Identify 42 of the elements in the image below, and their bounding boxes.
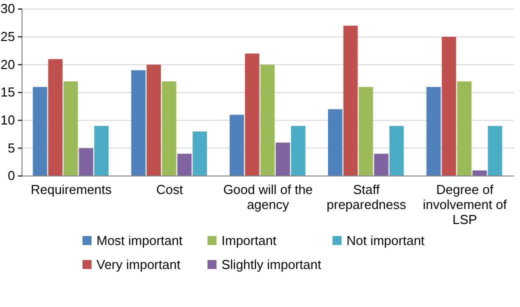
bar [328,109,342,176]
bar [192,131,207,176]
y-tick-label: 15 [0,84,15,100]
bar [276,142,290,176]
legend-label: Not important [346,233,425,248]
bar [472,170,487,176]
bar [358,86,374,176]
bar [177,154,192,176]
bar [488,126,502,176]
bar [64,81,78,176]
legend-label: Very important [96,257,181,272]
bar [374,154,388,176]
bar [78,148,94,176]
legend-label: Most important [96,233,183,248]
legend-label: Important [222,233,277,248]
x-tick-label: Degree of involvement of LSP [422,182,508,227]
y-tick-label: 5 [8,140,15,156]
bar [457,81,472,176]
bar [48,59,63,176]
bar [343,26,358,176]
bar [146,64,161,176]
bar [94,126,109,176]
bar [162,81,176,176]
y-tick-label: 0 [8,168,15,184]
y-tick-label: 25 [0,28,15,44]
legend-label: Slightly important [222,257,322,272]
y-tick-label: 20 [0,56,15,72]
bar [426,86,441,176]
x-tick-label: Staff preparedness [326,182,407,212]
bar [442,36,456,176]
bar [32,86,48,176]
bar [230,114,244,176]
bar [389,126,404,176]
bar [260,64,275,176]
y-tick-label: 30 [0,1,15,16]
x-tick-label: Good will of the agency [223,182,313,212]
x-tick-label: Cost [156,182,184,197]
x-tick-label: Requirements [30,182,112,197]
bar [244,54,260,176]
bar [131,70,146,176]
y-tick-label: 10 [0,112,15,128]
bar [291,126,306,176]
